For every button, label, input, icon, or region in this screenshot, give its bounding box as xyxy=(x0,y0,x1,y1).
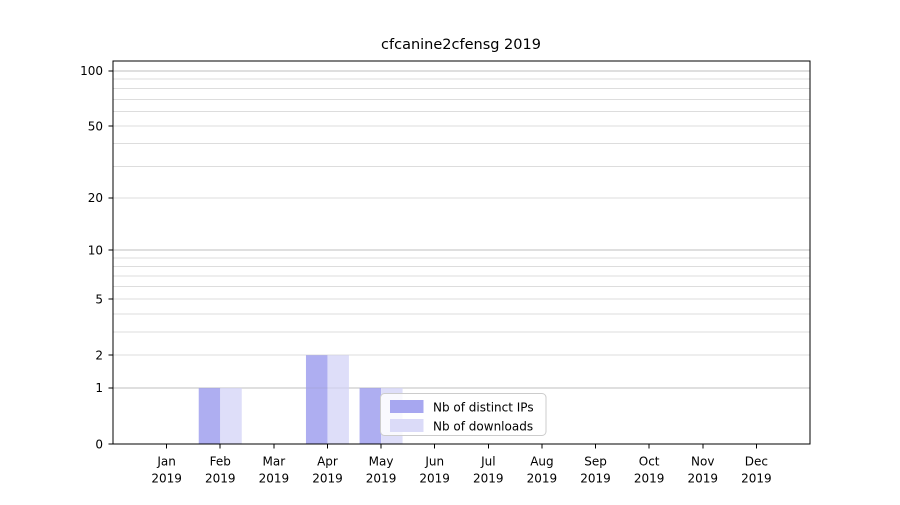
y-tick-label: 0 xyxy=(95,437,103,451)
bar-distinct-ips xyxy=(359,387,382,444)
x-tick-label-year: 2019 xyxy=(527,472,558,486)
y-tick-label: 5 xyxy=(95,292,103,306)
x-tick-label-year: 2019 xyxy=(151,472,182,486)
gridlines-overlay xyxy=(113,70,810,389)
x-tick-label-month: May xyxy=(369,455,394,469)
x-tick-label-month: Dec xyxy=(745,455,768,469)
legend-label-distinct-ips: Nb of distinct IPs xyxy=(433,401,534,415)
bar-distinct-ips xyxy=(305,355,328,444)
legend: Nb of distinct IPs Nb of downloads xyxy=(380,393,547,436)
legend-swatch-distinct-ips-icon xyxy=(390,400,424,413)
x-tick-label-year: 2019 xyxy=(366,472,397,486)
y-tick-label: 20 xyxy=(88,191,103,205)
x-tick-label-year: 2019 xyxy=(259,472,290,486)
x-tick-label-year: 2019 xyxy=(205,472,236,486)
bar-series xyxy=(198,355,403,444)
bar-downloads xyxy=(220,387,242,444)
x-tick-label-year: 2019 xyxy=(741,472,772,486)
legend-swatch-downloads-icon xyxy=(390,419,424,432)
y-tick-label: 50 xyxy=(88,119,103,133)
x-tick-label-month: Feb xyxy=(210,455,231,469)
gridlines xyxy=(113,70,810,389)
x-tick-label-year: 2019 xyxy=(419,472,450,486)
x-tick-label-month: Aug xyxy=(530,455,553,469)
x-tick-label-month: Jul xyxy=(480,455,495,469)
legend-label-downloads: Nb of downloads xyxy=(433,420,533,434)
x-tick-label-year: 2019 xyxy=(580,472,611,486)
x-tick-label-month: Jan xyxy=(156,455,176,469)
x-tick-label-month: Jun xyxy=(424,455,444,469)
axes: 0 1 2 5 10 20 50 100 Jan 2019 Feb 2019 Mar 2019 Apr 201… xyxy=(80,60,811,486)
x-tick-label-month: Mar xyxy=(263,455,286,469)
y-tick-label: 1 xyxy=(95,381,103,395)
x-tick-label-year: 2019 xyxy=(687,472,718,486)
y-tick-label: 100 xyxy=(80,64,103,78)
x-tick-label-month: Oct xyxy=(639,455,660,469)
x-tick-label-year: 2019 xyxy=(634,472,665,486)
x-tick-label-year: 2019 xyxy=(312,472,343,486)
plot-border xyxy=(112,60,811,445)
x-tick-label-month: Apr xyxy=(317,455,338,469)
x-tick-label-month: Nov xyxy=(691,455,714,469)
bar-downloads xyxy=(327,355,349,444)
y-tick-label: 2 xyxy=(95,348,103,362)
bar-distinct-ips xyxy=(198,387,221,444)
x-tick-label-year: 2019 xyxy=(473,472,504,486)
chart-title: cfcanine2cfensg 2019 xyxy=(381,37,541,53)
y-tick-label: 10 xyxy=(88,243,103,257)
x-tick-label-month: Sep xyxy=(584,455,607,469)
